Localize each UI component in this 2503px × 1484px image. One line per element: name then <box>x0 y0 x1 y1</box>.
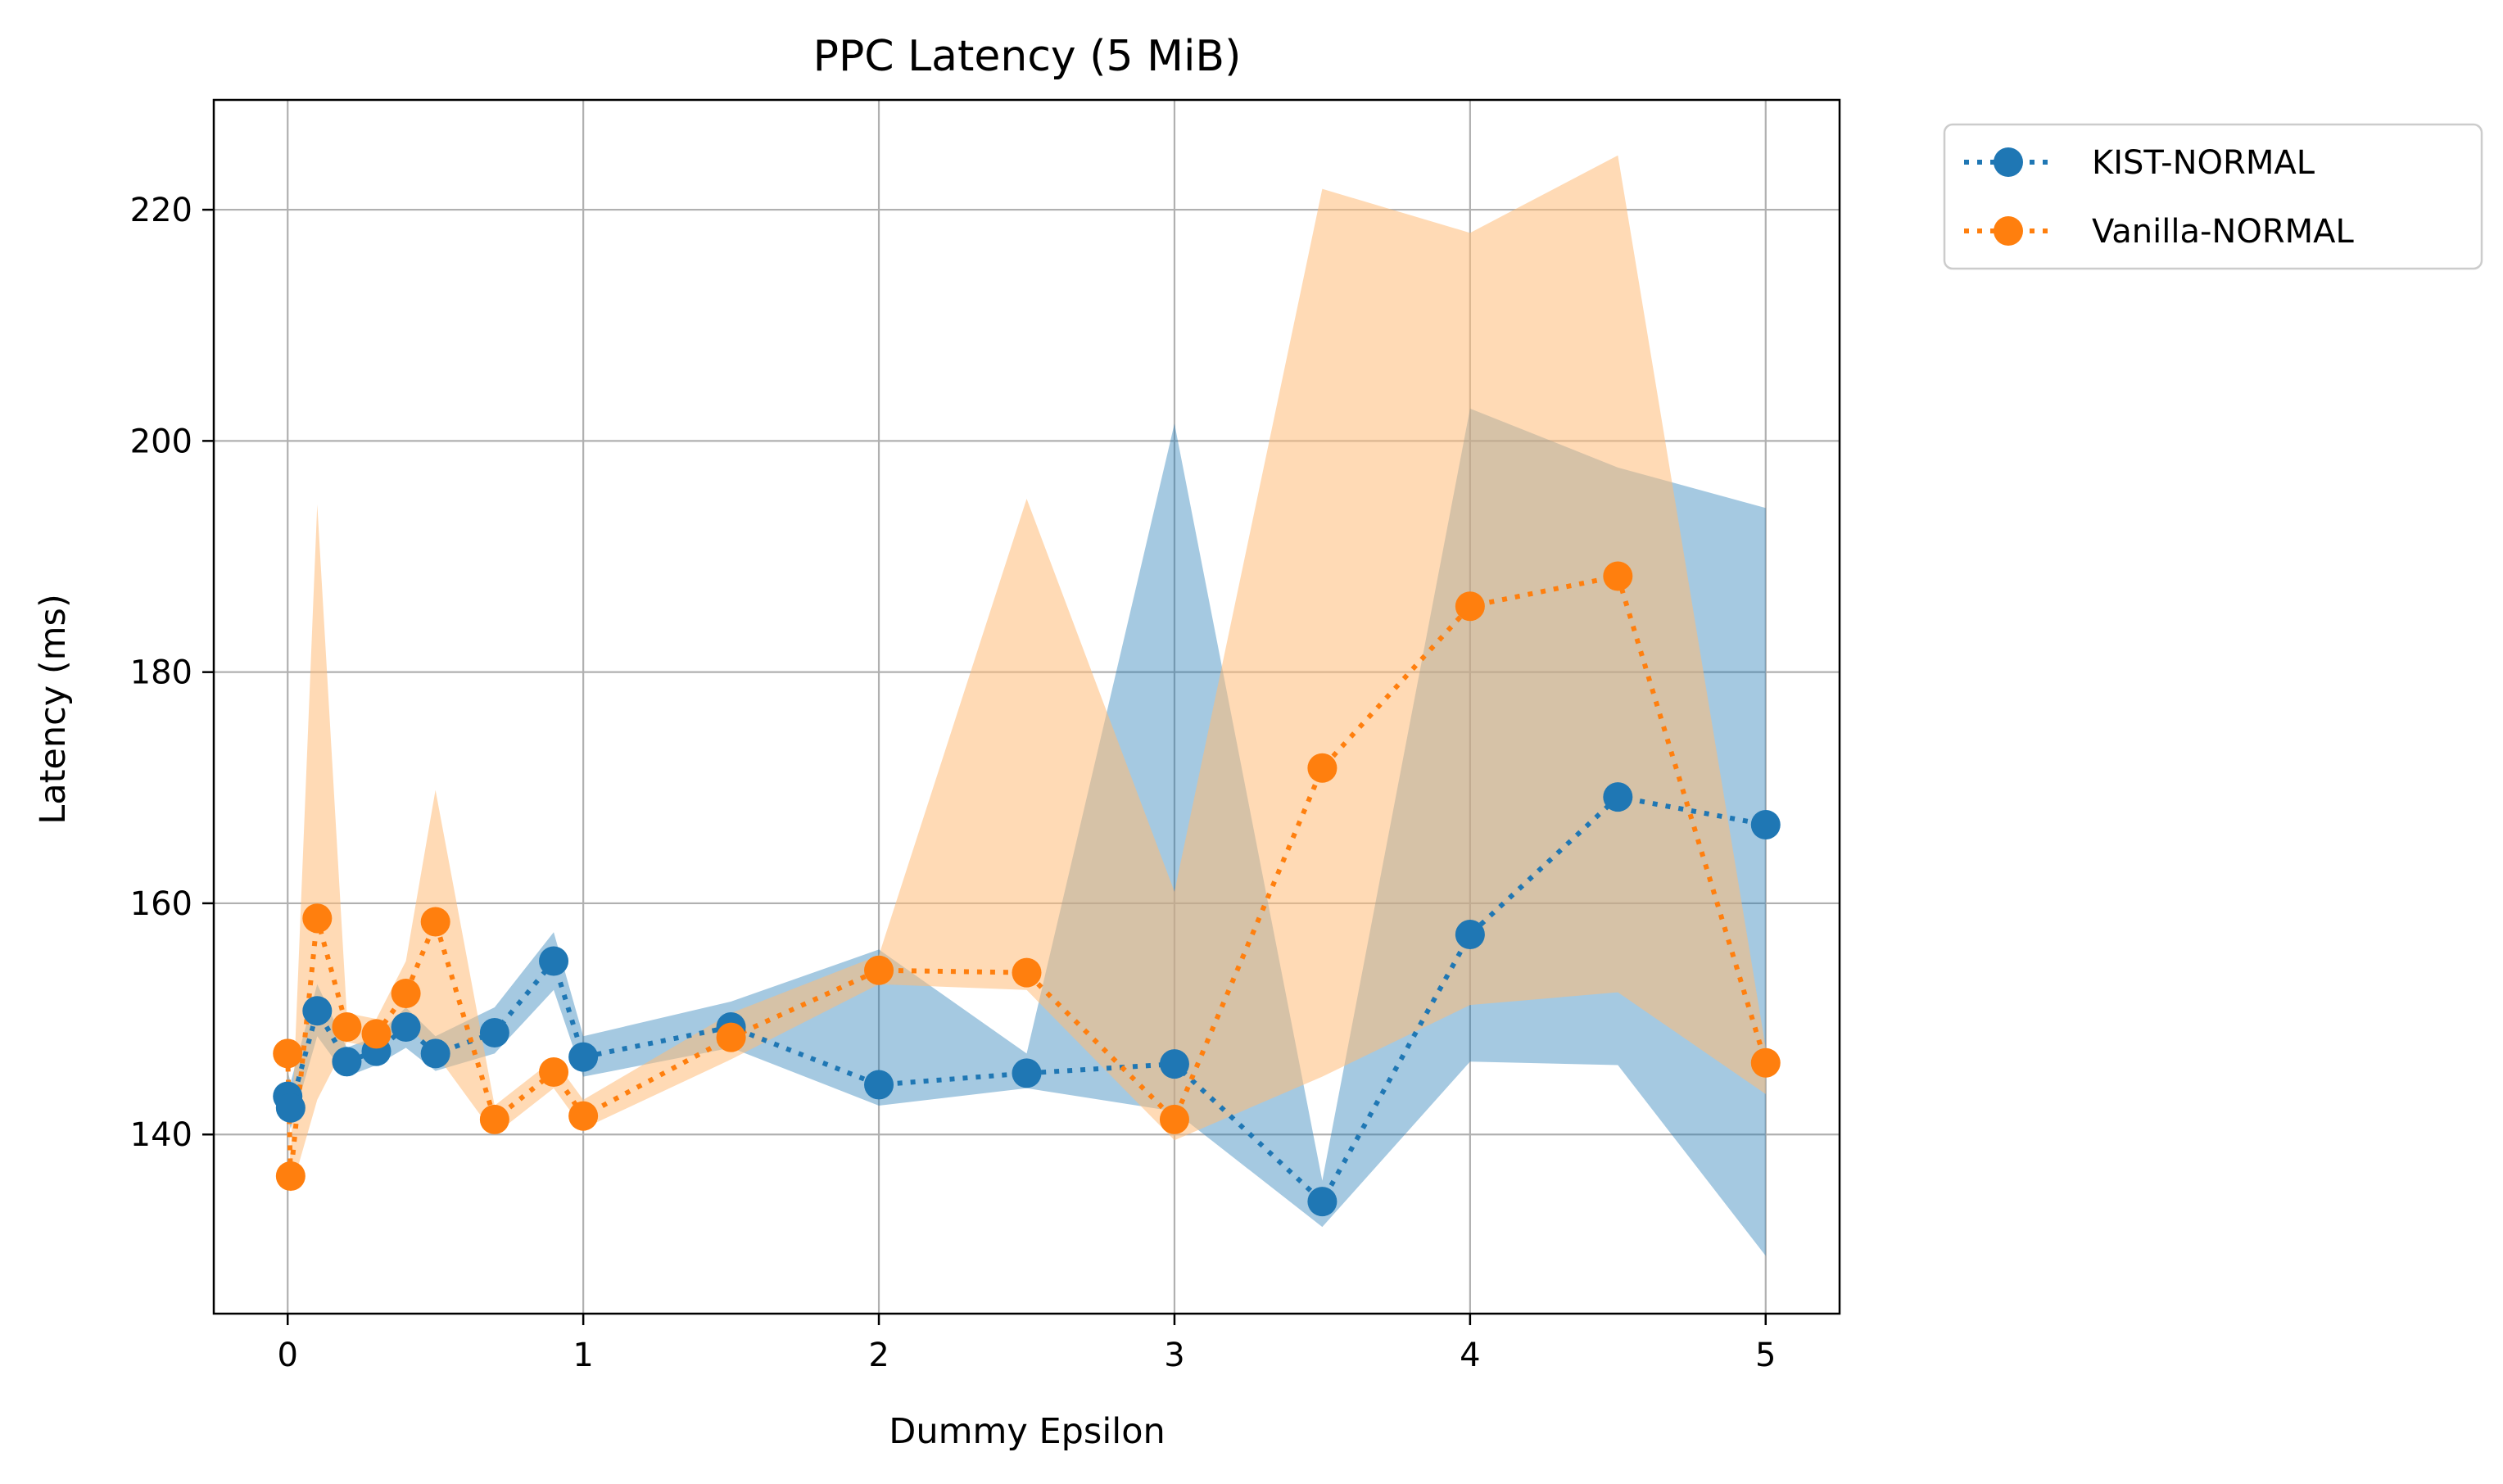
data-point-vanilla <box>1307 753 1337 783</box>
data-point-vanilla <box>716 1022 746 1052</box>
data-point-vanilla <box>864 955 894 985</box>
data-point-vanilla <box>568 1101 599 1131</box>
data-point-kist <box>1603 782 1633 812</box>
data-point-vanilla <box>479 1104 509 1134</box>
legend-box <box>1943 123 2483 270</box>
data-point-kist <box>420 1038 450 1069</box>
legend-vanilla-marker <box>1994 216 2023 246</box>
x-tick-label: 1 <box>573 1337 593 1374</box>
y-tick-label: 180 <box>130 654 192 692</box>
confidence-bands <box>287 155 1766 1256</box>
data-point-vanilla <box>275 1161 306 1192</box>
data-point-vanilla <box>391 979 421 1009</box>
data-point-kist <box>568 1042 599 1072</box>
data-point-vanilla <box>1159 1104 1189 1134</box>
data-point-kist <box>391 1011 421 1042</box>
data-point-kist <box>1307 1187 1337 1217</box>
data-point-vanilla <box>1012 957 1042 988</box>
y-tick-label: 140 <box>130 1116 192 1154</box>
x-tick-label: 3 <box>1164 1337 1184 1374</box>
data-point-kist <box>1455 920 1485 950</box>
legend-kist-marker <box>1994 147 2023 177</box>
legend-vanilla-label: Vanilla-NORMAL <box>2092 213 2354 251</box>
data-point-kist <box>302 996 333 1026</box>
legend: KIST-NORMAL Vanilla-NORMAL <box>1943 123 2483 270</box>
x-tick-label: 0 <box>278 1337 298 1374</box>
series-line-vanilla <box>285 573 1768 1177</box>
series-markers <box>273 561 1781 1217</box>
data-point-vanilla <box>420 907 450 937</box>
x-tick-label: 4 <box>1460 1337 1480 1374</box>
y-tick-label: 200 <box>130 423 192 460</box>
data-point-kist <box>864 1070 894 1100</box>
data-point-kist <box>1159 1049 1189 1079</box>
y-axis-label: Latency (ms) <box>33 594 74 824</box>
data-point-vanilla <box>273 1038 303 1069</box>
axis-ticks: 0 1 2 3 4 5 140 160 180 200 220 <box>130 192 1777 1374</box>
data-point-kist <box>1012 1058 1042 1088</box>
x-tick-label: 2 <box>868 1337 889 1374</box>
data-point-vanilla <box>302 903 333 934</box>
data-point-vanilla <box>1603 561 1633 591</box>
data-point-vanilla <box>539 1057 569 1088</box>
x-tick-label: 5 <box>1755 1337 1776 1374</box>
data-point-vanilla <box>361 1019 392 1049</box>
data-point-vanilla <box>332 1011 362 1042</box>
data-point-kist <box>479 1018 509 1048</box>
data-point-vanilla <box>1455 591 1485 622</box>
data-point-kist <box>539 946 569 976</box>
y-tick-label: 220 <box>130 192 192 229</box>
legend-kist-label: KIST-NORMAL <box>2092 144 2315 182</box>
data-point-kist <box>332 1047 362 1077</box>
band-kist <box>287 408 1766 1256</box>
data-point-kist <box>1750 809 1781 839</box>
data-point-vanilla <box>1750 1047 1781 1078</box>
x-axis-label: Dummy Epsilon <box>889 1411 1166 1452</box>
y-tick-label: 160 <box>130 885 192 923</box>
band-vanilla <box>287 155 1766 1192</box>
plot-frame <box>212 98 1841 1315</box>
data-point-kist <box>275 1093 306 1123</box>
chart-title: PPC Latency (5 MiB) <box>813 32 1242 81</box>
